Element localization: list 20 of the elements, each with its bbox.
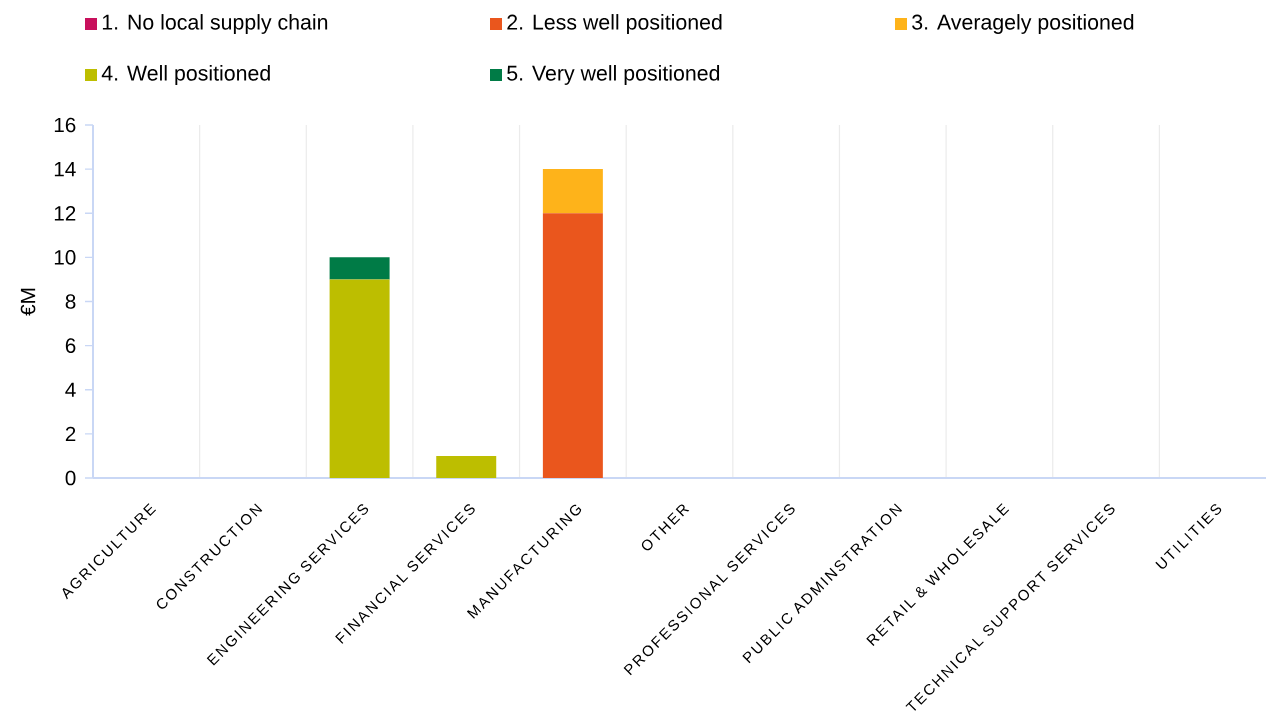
y-tick-label: 14 [54, 162, 76, 177]
y-tick-label: 6 [65, 338, 76, 353]
y-tick-label: 10 [54, 250, 76, 265]
legend-label: 1. No local supply chain [102, 14, 328, 34]
y-tick-label: 4 [65, 382, 76, 397]
legend-label: 3. Averagely positioned [912, 14, 1134, 34]
y-axis-title: €M [20, 288, 36, 316]
y-tick-label: 12 [54, 206, 76, 221]
legend-label: 5. Very well positioned [507, 65, 720, 85]
y-tick-label: 0 [65, 470, 76, 486]
legend-label: 4. Well positioned [101, 65, 270, 85]
y-tick-label: 2 [65, 426, 76, 442]
y-tick-label: 8 [65, 294, 76, 309]
bar [329, 279, 390, 478]
bar [542, 169, 603, 214]
bar [329, 257, 390, 280]
legend-label: 2. Less well positioned [507, 14, 722, 34]
bar [542, 213, 603, 478]
bar [436, 455, 497, 478]
y-tick-label: 16 [54, 117, 76, 133]
